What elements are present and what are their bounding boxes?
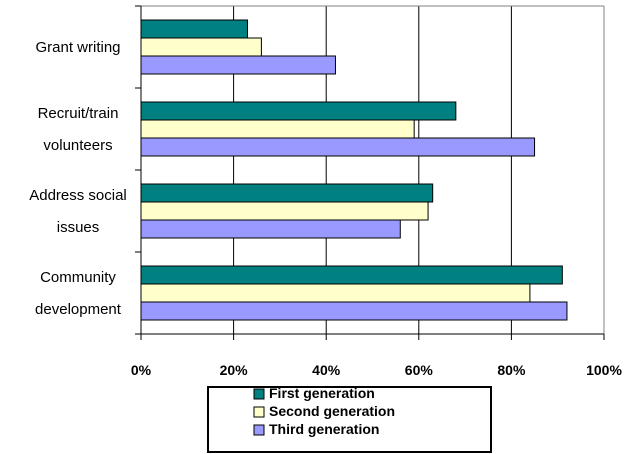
bar — [140, 37, 262, 57]
legend-swatch — [253, 388, 265, 400]
bars — [140, 19, 568, 321]
category-labels: Grant writing Recruit/train volunteers Addr… — [29, 39, 127, 318]
bar — [140, 119, 415, 139]
category-label: Grant writing — [35, 39, 120, 56]
legend-label: First generation — [269, 385, 375, 401]
x-tick-label: 60% — [405, 362, 434, 378]
category-label: Community — [40, 269, 116, 286]
x-tick-label: 100% — [586, 362, 622, 378]
category-label: Address social — [29, 187, 127, 204]
legend-swatch — [253, 406, 265, 418]
category-label: Recruit/train — [38, 105, 119, 122]
legend: First generation Second generation Third g… — [207, 385, 492, 453]
bar — [140, 19, 248, 39]
bar — [140, 101, 457, 121]
legend-swatch — [253, 424, 265, 436]
bar — [140, 137, 536, 157]
bar — [140, 201, 429, 221]
x-tick-label: 80% — [497, 362, 526, 378]
bar — [140, 283, 531, 303]
legend-label: Second generation — [269, 403, 395, 419]
category-label: issues — [57, 219, 100, 236]
legend-label: Third generation — [269, 421, 379, 437]
x-tick-label: 20% — [220, 362, 249, 378]
bar — [140, 301, 568, 321]
x-tick-label: 0% — [131, 362, 152, 378]
bar — [140, 265, 563, 285]
category-label: development — [35, 301, 122, 318]
x-tick-label: 40% — [312, 362, 341, 378]
bar — [140, 183, 434, 203]
bar — [140, 219, 401, 239]
bar — [140, 55, 336, 75]
tick-labels: 0% 20% 40% 60% 80% 100% — [131, 362, 623, 378]
category-label: volunteers — [43, 137, 112, 154]
